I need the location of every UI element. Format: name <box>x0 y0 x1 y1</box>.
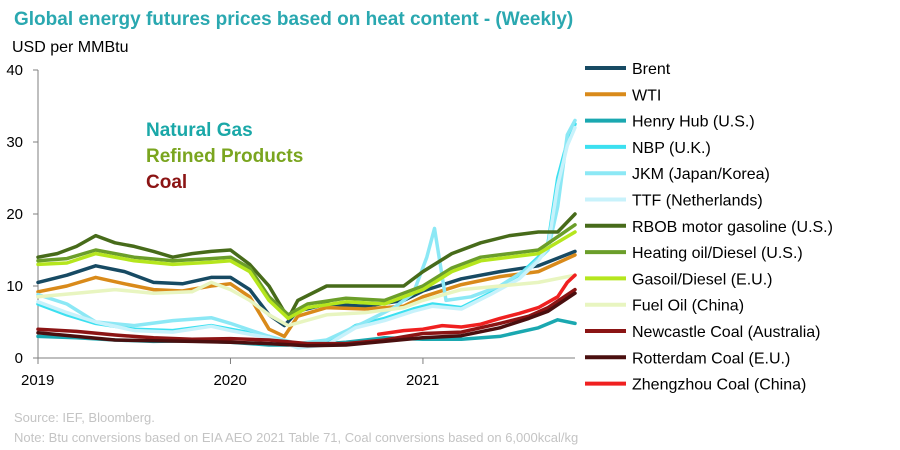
series-line-wti <box>36 253 577 339</box>
y-tick-label: 10 <box>6 278 23 295</box>
x-tick-label: 2021 <box>406 372 439 389</box>
x-tick-label: 2019 <box>21 372 54 389</box>
legend-label: TTF (Netherlands) <box>632 193 763 210</box>
axes: 0 10 20 30 40 2019 2020 2021 <box>6 62 575 389</box>
legend-label: Zhengzhou Coal (China) <box>632 377 806 394</box>
series-line-rbob-motor-gasoline-u-s <box>36 212 577 321</box>
legend-label: RBOB motor gasoline (U.S.) <box>632 219 833 236</box>
x-tick-label: 2020 <box>213 372 246 389</box>
series-line-newcastle-coal-australia <box>36 287 577 346</box>
series-line-zhengzhou-coal-china <box>376 273 577 336</box>
legend-label: WTI <box>632 87 661 104</box>
legend: Brent WTI Henry Hub (U.S.) NBP (U.K.) JKM (J… <box>585 61 833 394</box>
group-label: Refined Products <box>146 146 303 167</box>
source-note: Source: IEF, Bloomberg. <box>14 410 155 425</box>
legend-label: Newcastle Coal (Australia) <box>632 324 821 341</box>
legend-label: NBP (U.K.) <box>632 140 711 157</box>
group-labels: Natural Gas Refined Products Coal <box>146 120 303 193</box>
footnote: Note: Btu conversions based on EIA AEO 2… <box>14 430 578 445</box>
legend-label: Henry Hub (U.S.) <box>632 114 755 131</box>
legend-label: Brent <box>632 61 671 78</box>
y-tick-label: 40 <box>6 62 23 79</box>
legend-label: Heating oil/Diesel (U.S.) <box>632 245 803 262</box>
series-line-ttf-netherlands <box>36 125 577 350</box>
chart-title: Global energy futures prices based on he… <box>14 9 573 30</box>
group-label: Coal <box>146 172 187 193</box>
series-line-gasoil-diesel-e-u <box>36 230 577 321</box>
legend-label: Fuel Oil (China) <box>632 298 744 315</box>
series-line-heating-oil-diesel-u-s <box>36 223 577 317</box>
y-axis-label: USD per MMBtu <box>12 39 128 56</box>
legend-label: Rotterdam Coal (E.U.) <box>632 350 790 367</box>
y-tick-label: 30 <box>6 134 23 151</box>
series-line-rotterdam-coal-e-u <box>36 291 577 348</box>
series-lines <box>36 118 577 350</box>
y-tick-label: 20 <box>6 206 23 223</box>
legend-label: JKM (Japan/Korea) <box>632 166 770 183</box>
series-line-fuel-oil-china <box>36 273 577 328</box>
legend-label: Gasoil/Diesel (E.U.) <box>632 271 772 288</box>
y-tick-label: 0 <box>15 350 23 367</box>
group-label: Natural Gas <box>146 120 253 141</box>
